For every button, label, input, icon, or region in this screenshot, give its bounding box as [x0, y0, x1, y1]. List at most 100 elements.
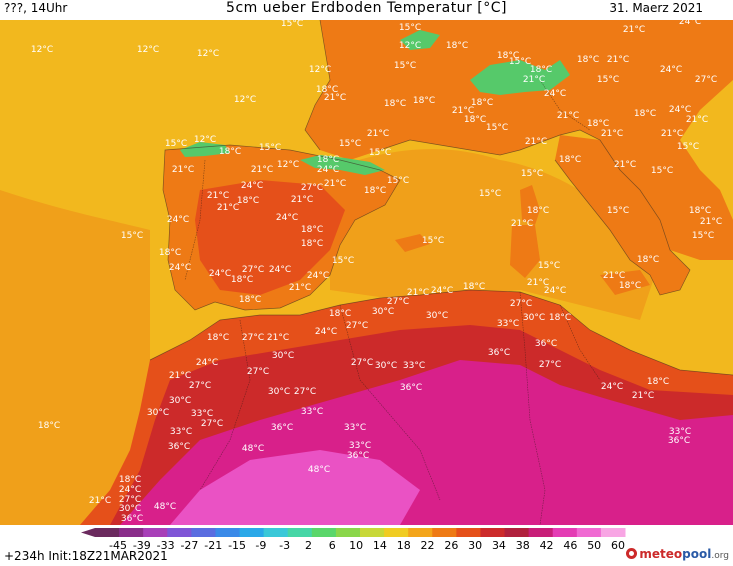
temperature-label: 18°C [207, 333, 229, 343]
temperature-label: 18°C [463, 282, 485, 292]
country-borders [184, 79, 601, 525]
color-scale: -45 -39 -33 -27 -21 -15 -9 -3 2 6 10 14 18 22 26 30 34 38… [81, 528, 626, 552]
scale-tick-label: 42 [540, 539, 554, 552]
temperature-label: 36°C [347, 451, 369, 461]
temperature-label: 18°C [364, 186, 386, 196]
temperature-label: 15°C [394, 61, 416, 71]
scale-tick-label: 30 [468, 539, 482, 552]
temperature-label: 24°C [119, 485, 141, 495]
temperature-label: 24°C [679, 20, 701, 27]
scale-tick-label: -9 [255, 539, 266, 552]
temperature-label: 33°C [349, 441, 371, 451]
temperature-label: 21°C [267, 333, 289, 343]
alps-snow [470, 60, 570, 95]
valid-time-label: ???, 14Uhr [4, 1, 68, 15]
temperature-label: 24°C [315, 327, 337, 337]
temperature-label: 18°C [577, 55, 599, 65]
temperature-label: 36°C [488, 348, 510, 358]
temperature-label: 24°C [196, 358, 218, 368]
temperature-label: 15°C [281, 20, 303, 29]
temperature-label: 18°C [317, 155, 339, 165]
temperature-label: 36°C [121, 514, 143, 524]
temperature-label: 21°C [601, 129, 623, 139]
land-italy [555, 135, 690, 295]
temperature-label: 18°C [316, 85, 338, 95]
scale-tick-label: -15 [228, 539, 246, 552]
iberia-hot-interior [195, 180, 345, 295]
temperature-label: 24°C [169, 263, 191, 273]
temperature-label: 21°C [607, 55, 629, 65]
temperature-label: 21°C [207, 191, 229, 201]
temperature-label: 27°C [119, 495, 141, 505]
temperature-label: 27°C [695, 75, 717, 85]
temperature-label: 24°C [269, 265, 291, 275]
temperature-label: 18°C [637, 255, 659, 265]
scale-swatch [552, 528, 578, 537]
temperature-label: 15°C [651, 166, 673, 176]
brand-part3: .org [711, 551, 729, 561]
temperature-label: 21°C [251, 165, 273, 175]
temperature-label: 36°C [271, 423, 293, 433]
temperature-label: 18°C [239, 295, 261, 305]
temperature-label: 15°C [165, 139, 187, 149]
temperature-label: 24°C [544, 286, 566, 296]
temperature-label: 15°C [607, 206, 629, 216]
temperature-label: 24°C [660, 65, 682, 75]
temperature-label: 30°C [372, 307, 394, 317]
temperature-label: 15°C [121, 231, 143, 241]
scale-tick-label: -21 [204, 539, 222, 552]
scale-swatch [239, 528, 265, 537]
scale-tick-label: -33 [157, 539, 175, 552]
scale-swatch [408, 528, 433, 537]
scale-swatch [576, 528, 602, 537]
temperature-label: 21°C [614, 160, 636, 170]
temperature-label: 15°C [332, 256, 354, 266]
temperature-label: 24°C [544, 89, 566, 99]
temperature-label: 21°C [217, 203, 239, 213]
temperature-label: 18°C [559, 155, 581, 165]
temperature-label: 21°C [623, 25, 645, 35]
temperature-label: 21°C [557, 111, 579, 121]
scale-tick-label: 14 [373, 539, 387, 552]
scale-tick-label: 46 [563, 539, 577, 552]
temperature-label: 33°C [344, 423, 366, 433]
temperature-label: 18°C [413, 96, 435, 106]
temperature-label: 18°C [38, 421, 60, 431]
pyrenees-snow [300, 155, 385, 175]
temperature-label: 21°C [89, 496, 111, 506]
temperature-label: 18°C [497, 51, 519, 61]
temperature-label: 12°C [194, 135, 216, 145]
scale-swatch [287, 528, 313, 537]
temperature-label: 15°C [486, 123, 508, 133]
temperature-label: 15°C [399, 23, 421, 33]
temperature-label: 12°C [309, 65, 331, 75]
temperature-label: 48°C [242, 444, 264, 454]
temperature-label: 24°C [307, 271, 329, 281]
scale-swatch [311, 528, 337, 537]
temperature-label: 15°C [369, 148, 391, 158]
temperature-label: 18°C [549, 313, 571, 323]
temperature-label: 15°C [387, 176, 409, 186]
temperature-label: 27°C [294, 387, 316, 397]
temperature-label: 18°C [689, 206, 711, 216]
temperature-label: 27°C [301, 183, 323, 193]
scale-tick-label: -39 [133, 539, 151, 552]
scale-low-arrow [81, 528, 95, 537]
temperature-label: 33°C [497, 319, 519, 329]
scale-swatch [215, 528, 241, 537]
scale-tick-label: 18 [397, 539, 411, 552]
scale-swatch [456, 528, 481, 537]
temperature-label: 21°C [291, 195, 313, 205]
temperature-label: 24°C [241, 181, 263, 191]
temperature-label: 18°C [471, 98, 493, 108]
brand-logo[interactable]: meteopool.org [626, 547, 729, 561]
model-run-label: +234h Init:18Z21MAR2021 [4, 549, 168, 563]
temperature-label: 24°C [167, 215, 189, 225]
temperature-label: 21°C [169, 371, 191, 381]
temperature-label: 36°C [168, 442, 190, 452]
temperature-label: 27°C [387, 297, 409, 307]
scale-tick-label: -27 [180, 539, 198, 552]
temperature-label: 18°C [329, 309, 351, 319]
temperature-label: 18°C [219, 147, 241, 157]
scale-tick-label: 38 [516, 539, 530, 552]
